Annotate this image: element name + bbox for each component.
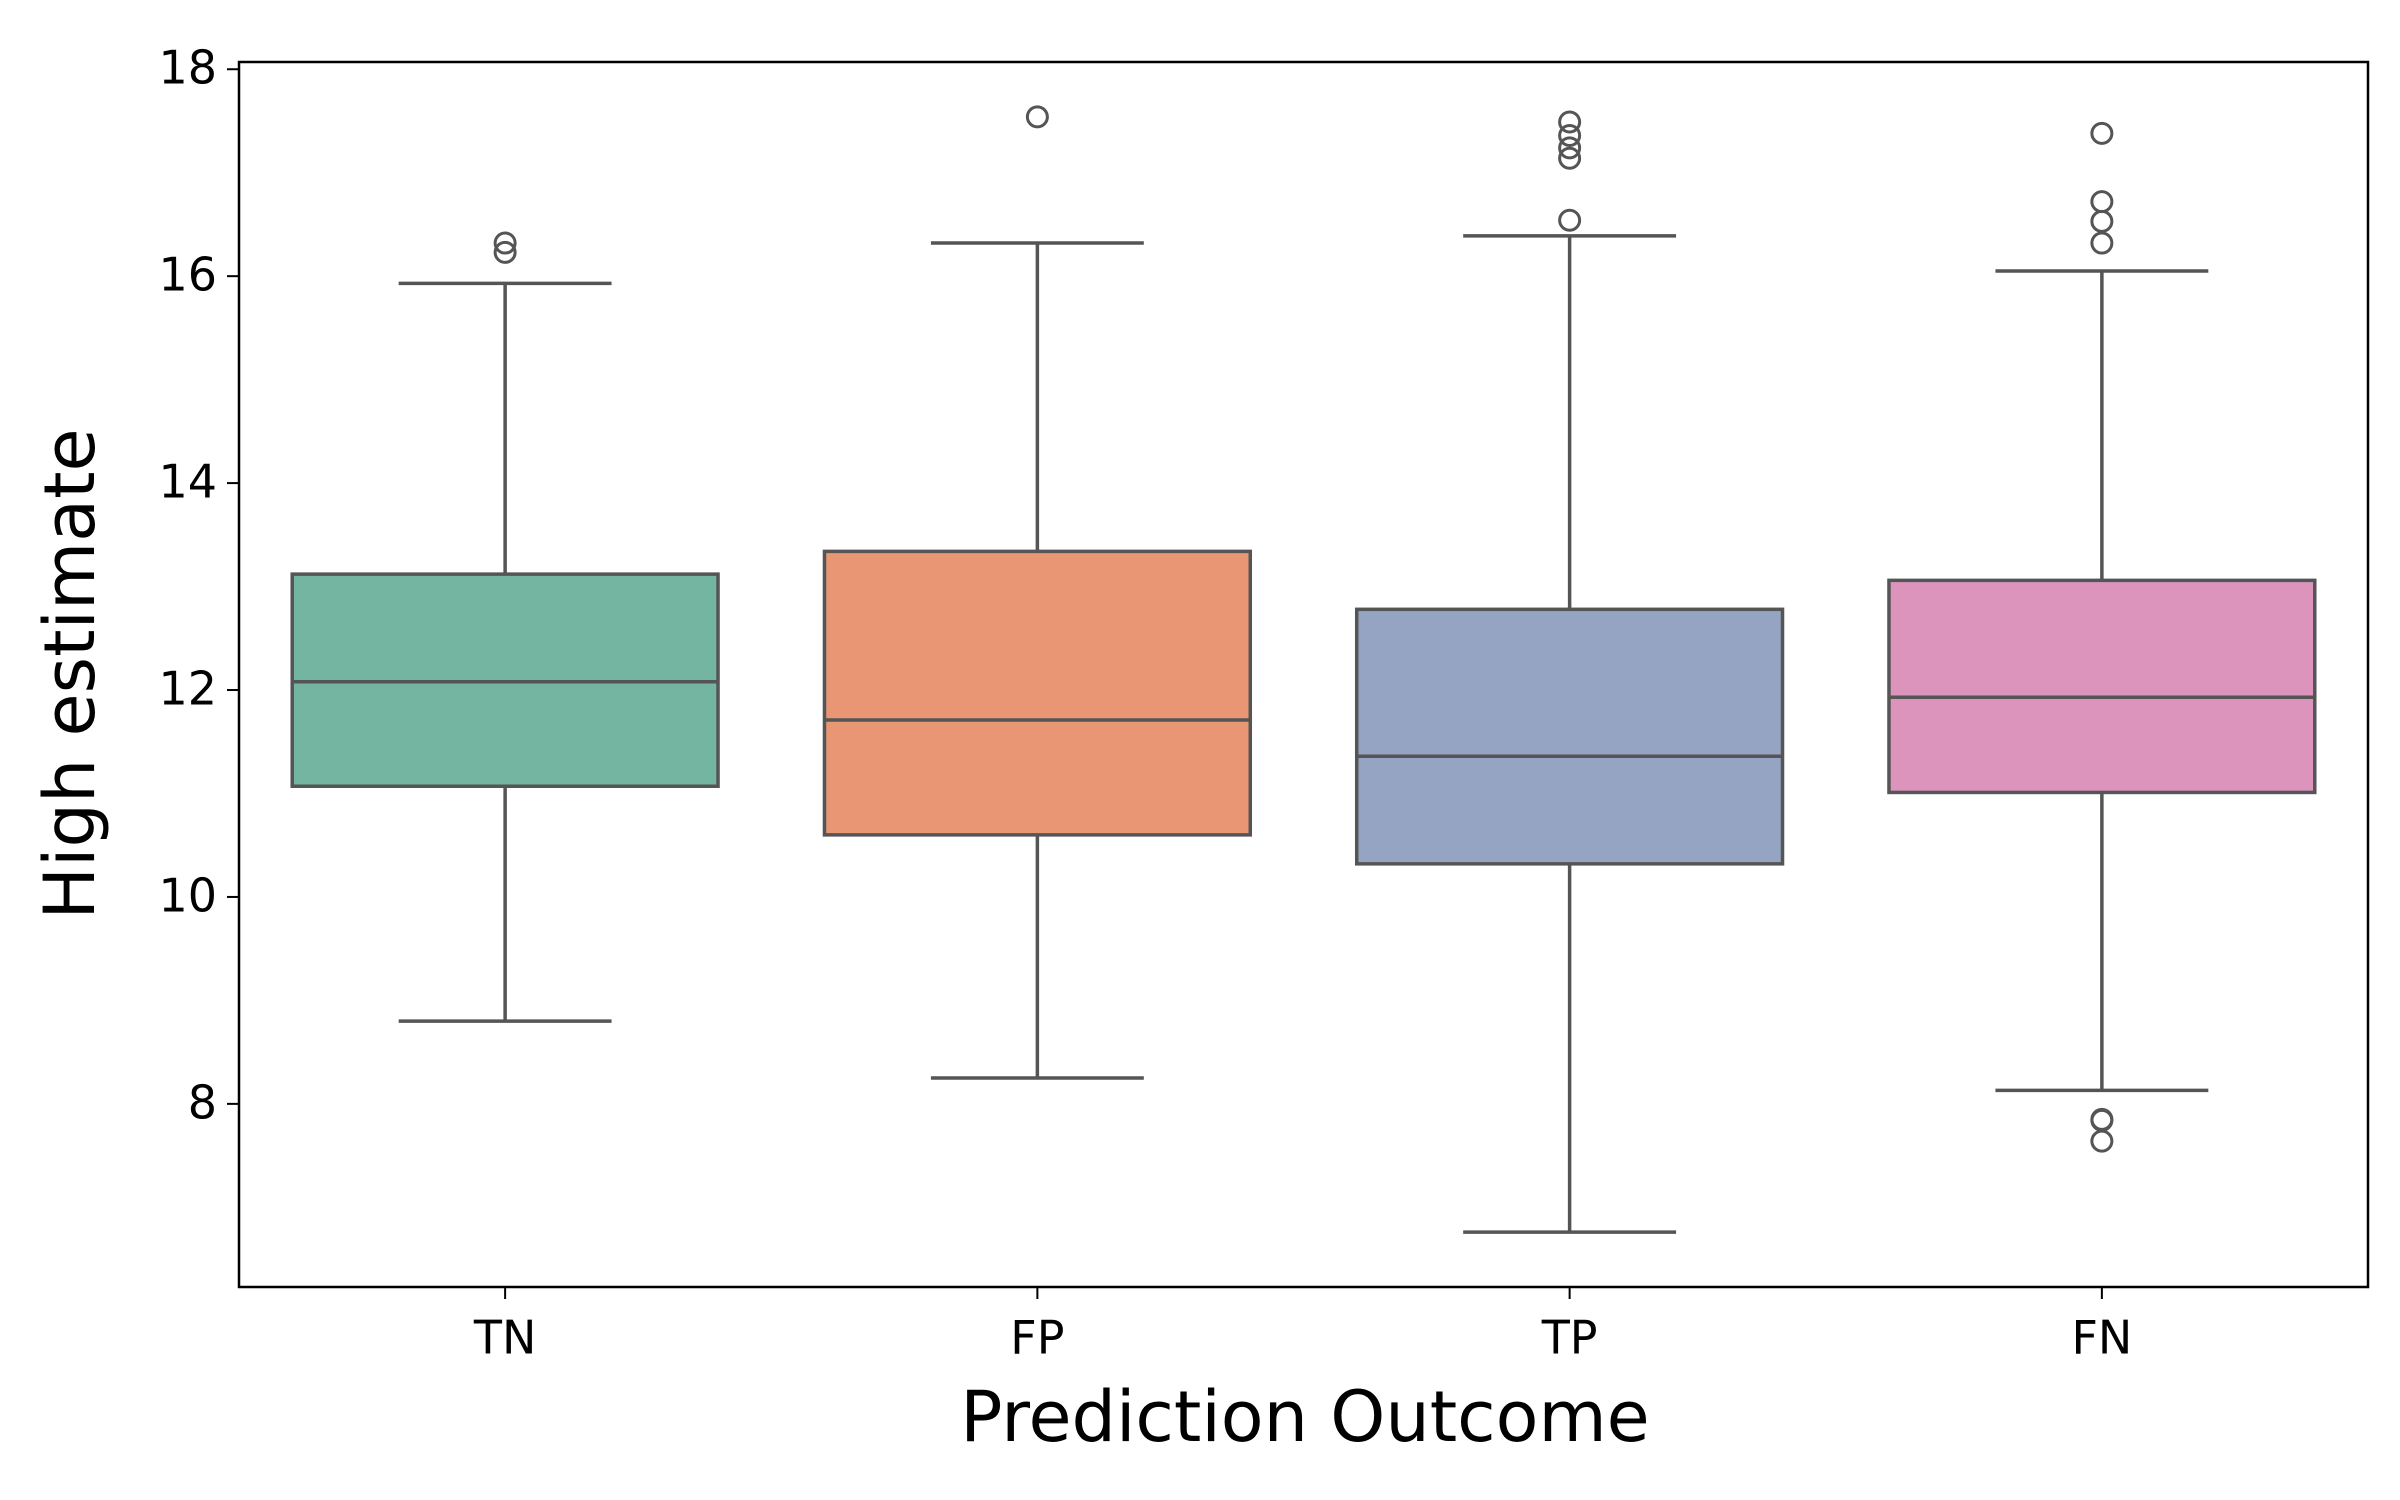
box (1887, 578, 2317, 795)
outlier (493, 231, 517, 255)
y-axis-label: High estimate (29, 428, 111, 919)
outlier (2090, 1107, 2114, 1131)
outlier (1558, 208, 1582, 232)
x-tick-label: TN (473, 1311, 537, 1365)
y-tick-label: 18 (158, 41, 217, 95)
outlier (2090, 121, 2114, 145)
x-tick-label: TP (1541, 1311, 1598, 1365)
y-tick-label: 16 (158, 248, 217, 302)
box (1354, 607, 1785, 866)
outlier (493, 240, 517, 264)
outlier (1558, 136, 1582, 160)
y-tick-label: 8 (188, 1075, 217, 1129)
outlier (1558, 123, 1582, 147)
x-tick-label: FP (1010, 1311, 1064, 1365)
y-tick-label: 10 (158, 868, 217, 922)
box (822, 549, 1253, 837)
y-tick-label: 14 (158, 455, 217, 509)
y-tick-label: 12 (158, 662, 217, 716)
outlier (2090, 231, 2114, 255)
x-axis-label: Prediction Outcome (960, 1376, 1649, 1458)
outlier (1558, 110, 1582, 134)
outlier (1025, 105, 1049, 129)
plot-frame (237, 60, 2370, 1289)
outlier (2090, 209, 2114, 233)
outlier (1558, 146, 1582, 170)
x-tick-label: FN (2071, 1311, 2132, 1365)
outlier (2090, 1129, 2114, 1153)
